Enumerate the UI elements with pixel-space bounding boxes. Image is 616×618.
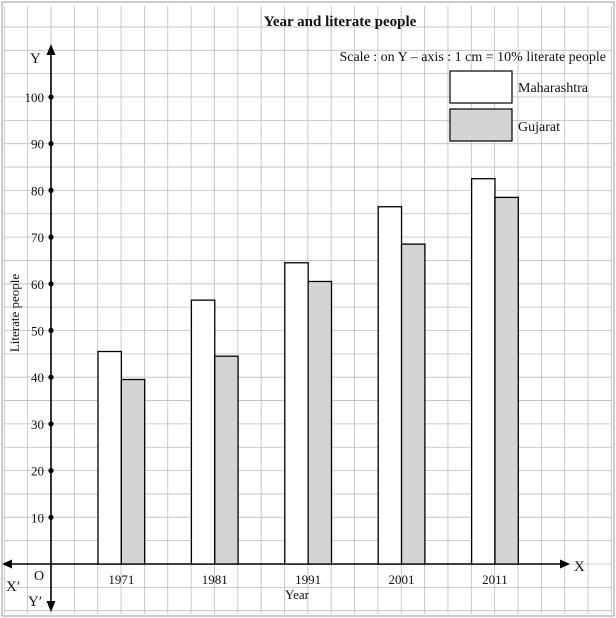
y-tick-label: 70	[31, 230, 44, 245]
y-axis-title: Literate people	[7, 274, 22, 353]
bar-maharashtra-2001	[377, 206, 403, 565]
x-tick-label: 1971	[108, 572, 134, 587]
x-axis-arrow-right	[560, 559, 570, 569]
y-tick-label: 80	[31, 183, 44, 198]
x-axis-title: Year	[285, 587, 310, 602]
chart-title: Year and literate people	[264, 14, 417, 30]
legend-label-maharashtra: Maharashtra	[518, 81, 589, 96]
x-ticks: 1971 1981 1991 2001 2011	[108, 572, 507, 587]
y-tick-dot	[48, 187, 54, 193]
x-axis-letter: X	[574, 559, 585, 575]
legend-swatch-maharashtra	[449, 70, 513, 104]
bar-gujarat-2001	[400, 243, 426, 565]
bar-maharashtra-1991	[284, 262, 309, 565]
bar-maharashtra-1981	[190, 299, 216, 565]
origin-label: O	[34, 569, 44, 584]
y-tick-dot	[48, 514, 54, 520]
y-tick-label: 50	[31, 324, 44, 339]
y-axis-arrow-down	[46, 601, 56, 612]
y-tick-label: 30	[31, 417, 44, 432]
y-tick-dot	[48, 421, 54, 427]
bar-gujarat-1981	[214, 355, 239, 565]
y-tick-dot	[48, 468, 54, 474]
bar-gujarat-1991	[307, 280, 333, 565]
legend-swatch-gujarat	[449, 108, 513, 142]
bar-maharashtra-1971	[97, 350, 123, 565]
x-tick-label: 2001	[389, 572, 415, 587]
bar-gujarat-1971	[120, 378, 146, 565]
y-tick-label: 60	[31, 277, 44, 292]
x-prime-letter: X′	[6, 579, 20, 595]
y-axis-letter: Y	[30, 51, 41, 67]
bar-gujarat-2011	[494, 196, 519, 565]
legend-label-gujarat: Gujarat	[518, 120, 560, 135]
y-tick-label: 20	[31, 464, 44, 479]
y-tick-label: 90	[31, 137, 44, 152]
x-tick-label: 2011	[482, 572, 508, 587]
y-tick-label: 100	[25, 90, 45, 105]
scale-note: Scale : on Y – axis : 1 cm = 10% literat…	[339, 50, 606, 65]
y-tick-label: 40	[31, 370, 44, 385]
y-tick-dot	[48, 327, 54, 334]
y-tick-dot	[48, 141, 54, 147]
y-prime-letter: Y′	[28, 594, 42, 610]
y-ticks: 10 20 30 40 50 60 70 80 90 100	[25, 90, 54, 525]
x-tick-label: 1991	[295, 572, 321, 587]
y-tick-dot	[48, 94, 54, 100]
y-tick-dot	[48, 234, 54, 240]
x-axis-arrow-left	[2, 559, 12, 569]
x-tick-label: 1981	[202, 572, 228, 587]
y-axis-arrow-up	[46, 44, 56, 55]
legend: Maharashtra Gujarat	[449, 70, 589, 142]
bar-maharashtra-2011	[470, 178, 496, 565]
y-tick-label: 10	[31, 510, 44, 525]
bars	[97, 178, 519, 565]
y-tick-dot	[48, 374, 54, 380]
y-tick-dot	[48, 281, 54, 287]
